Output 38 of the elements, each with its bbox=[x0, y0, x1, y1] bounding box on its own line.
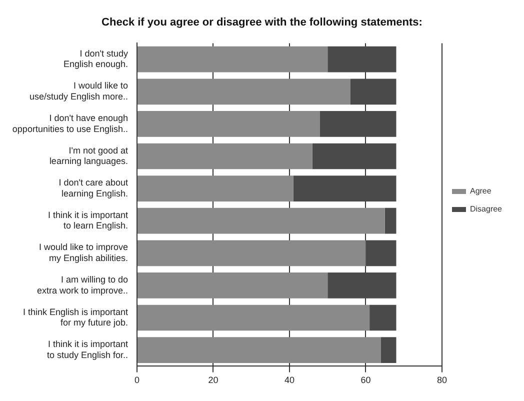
legend-label: Agree bbox=[470, 186, 492, 196]
x-tick-label: 20 bbox=[208, 375, 218, 386]
bar bbox=[328, 46, 396, 72]
bar bbox=[384, 208, 396, 234]
chart-title: Check if you agree or disagree with the following statements: bbox=[102, 16, 422, 29]
bar bbox=[138, 78, 350, 105]
bar bbox=[350, 78, 396, 105]
bar bbox=[138, 143, 312, 170]
y-tick-label: I am willing to do extra work to improve.. bbox=[36, 274, 128, 296]
bar bbox=[293, 176, 396, 202]
bar bbox=[370, 304, 396, 331]
y-tick-label: I don't care about learning English. bbox=[58, 178, 128, 198]
legend-label: Disagree bbox=[470, 204, 503, 214]
bar bbox=[312, 143, 396, 170]
y-tick-label: I don't study English enough. bbox=[63, 48, 128, 70]
y-tick-label: I think it is important to study English for.. bbox=[46, 339, 128, 360]
bar bbox=[138, 208, 385, 234]
bar bbox=[138, 240, 366, 266]
y-tick-label: I'm not good at learning languages. bbox=[49, 145, 128, 166]
x-tick-label: 80 bbox=[436, 375, 447, 386]
bar bbox=[138, 176, 294, 202]
bar bbox=[320, 111, 396, 137]
bar bbox=[138, 337, 381, 363]
x-tick-label: 40 bbox=[284, 375, 294, 386]
y-tick-label: I would like to use/study English more.. bbox=[29, 80, 128, 102]
y-tick-label: I think it is important to learn English. bbox=[48, 210, 128, 231]
bar bbox=[328, 272, 396, 298]
bar bbox=[138, 111, 320, 137]
y-tick-label: I don't have enough opportunities to use English.. bbox=[12, 113, 128, 134]
y-tick-label: I would like to improve my English abilities. bbox=[38, 242, 128, 264]
y-tick-label: I think English is important for my future job. bbox=[22, 306, 128, 328]
x-tick-label: 60 bbox=[360, 375, 371, 386]
x-tick-label: 0 bbox=[134, 375, 140, 386]
bar bbox=[138, 304, 370, 331]
bar bbox=[380, 337, 396, 363]
bar bbox=[138, 46, 328, 72]
bar bbox=[366, 240, 396, 266]
bar bbox=[138, 272, 328, 298]
